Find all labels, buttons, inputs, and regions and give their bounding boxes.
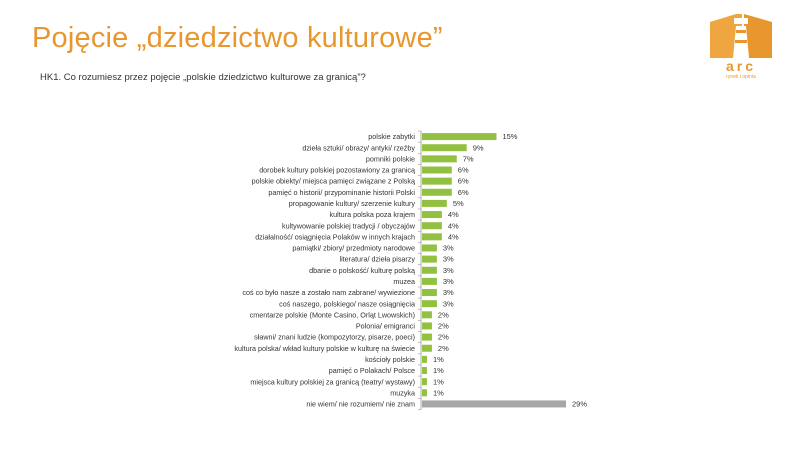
category-label: pamięć o historii/ przypominanie histori… — [268, 188, 415, 197]
data-label: 6% — [458, 166, 469, 175]
bar — [422, 333, 432, 341]
category-label: kultura polska poza krajem — [330, 210, 416, 219]
data-label: 29% — [572, 400, 587, 409]
data-label: 9% — [473, 143, 484, 152]
category-label: miejsca kultury polskiej za granicą (tea… — [250, 377, 415, 386]
question-text: HK1. Co rozumiesz przez pojęcie „polskie… — [40, 72, 366, 83]
category-label: nie wiem/ nie rozumiem/ nie znam — [306, 400, 415, 409]
bar — [422, 155, 457, 163]
data-label: 6% — [458, 177, 469, 186]
category-label: polskie zabytki — [368, 132, 415, 141]
category-label: pamięć o Polakach/ Polsce — [329, 366, 415, 375]
bar — [422, 266, 437, 274]
data-label: 6% — [458, 188, 469, 197]
bar — [422, 322, 432, 330]
category-label: dzieła sztuki/ obrazy/ antyki/ rzeźby — [302, 143, 415, 152]
data-label: 7% — [463, 154, 474, 163]
category-label: cmentarze polskie (Monte Casino, Orląt L… — [250, 310, 415, 319]
category-label: dorobek kultury polskiej pozostawiony za… — [259, 166, 415, 175]
data-label: 1% — [433, 355, 444, 364]
bar — [422, 222, 442, 230]
bar — [422, 233, 442, 241]
data-label: 1% — [433, 366, 444, 375]
data-label: 2% — [438, 310, 449, 319]
category-label: muzea — [393, 277, 415, 286]
data-label: 3% — [443, 266, 454, 275]
bar — [422, 199, 447, 207]
category-label: pomniki polskie — [366, 154, 415, 163]
bar — [422, 289, 437, 297]
page-title: Pojęcie „dziedzictwo kulturowe” — [32, 22, 443, 54]
category-label: polskie obiekty/ miejsca pamięci związan… — [252, 177, 415, 186]
data-label: 3% — [443, 277, 454, 286]
category-label: muzyka — [390, 388, 415, 397]
data-label: 3% — [443, 255, 454, 264]
bar — [422, 211, 442, 219]
logo-wordmark: arc — [725, 58, 757, 74]
category-label: coś naszego, polskiego/ nasze osiągnięci… — [279, 299, 415, 308]
data-label: 2% — [438, 344, 449, 353]
data-label: 15% — [502, 132, 517, 141]
bar — [422, 144, 467, 152]
data-label: 2% — [438, 322, 449, 331]
arc-logo-icon — [710, 14, 772, 58]
data-label: 4% — [448, 221, 459, 230]
data-label: 3% — [443, 244, 454, 253]
category-label: propagowanie kultury/ szerzenie kultury — [289, 199, 416, 208]
category-label: literatura/ dzieła pisarzy — [339, 255, 415, 264]
data-label: 2% — [438, 333, 449, 342]
data-label: 4% — [448, 210, 459, 219]
data-label: 5% — [453, 199, 464, 208]
data-label: 4% — [448, 232, 459, 241]
category-label: sławni/ znani ludzie (kompozytorzy, pisa… — [254, 333, 415, 342]
bar — [422, 400, 566, 408]
bar — [422, 166, 452, 174]
logo-subtitle: rynek i opinia — [726, 74, 756, 80]
data-label: 3% — [443, 299, 454, 308]
bar — [422, 188, 452, 196]
bar — [422, 177, 452, 185]
bar — [422, 311, 432, 319]
category-label: Polonia/ emigranci — [356, 322, 416, 331]
bar — [422, 367, 427, 375]
category-label: kościoły polskie — [365, 355, 415, 364]
data-label: 3% — [443, 288, 454, 297]
category-label: pamiątki/ zbiory/ przedmioty narodowe — [292, 244, 415, 253]
bar — [422, 300, 437, 308]
category-label: dbanie o polskość/ kulturę polską — [309, 266, 415, 275]
data-label: 1% — [433, 388, 444, 397]
category-label: coś co było nasze a zostało nam zabrane/… — [242, 288, 415, 297]
bar — [422, 244, 437, 252]
bar — [422, 277, 437, 285]
category-label: kultura polska/ wkład kultury polskie w … — [234, 344, 415, 353]
bar — [422, 355, 427, 363]
bar — [422, 344, 432, 352]
category-label: działalność/ osiągnięcia Polaków w innyc… — [255, 232, 415, 241]
bar — [422, 133, 497, 141]
data-label: 1% — [433, 377, 444, 386]
bar — [422, 255, 437, 263]
category-label: kultywowanie polskiej tradycji / obyczaj… — [282, 221, 416, 230]
bar — [422, 389, 427, 397]
bar — [422, 378, 427, 386]
